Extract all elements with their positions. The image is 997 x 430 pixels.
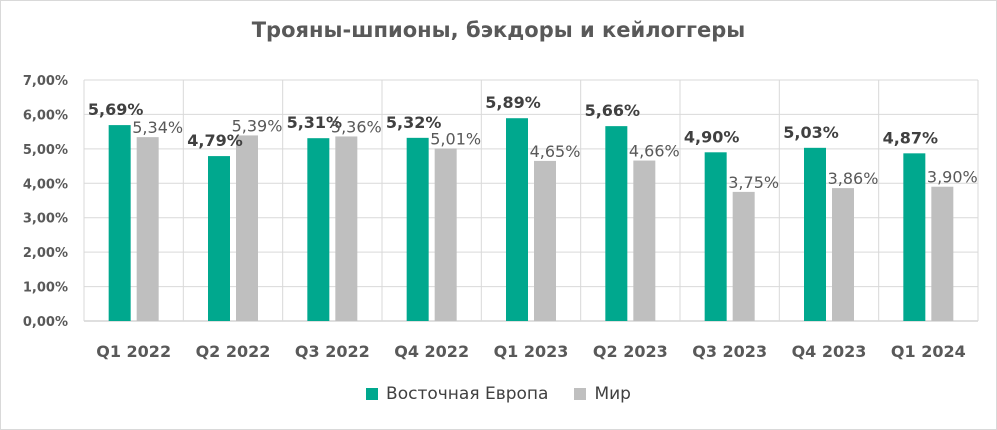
y-tick-label: 4,00% xyxy=(23,177,68,192)
data-label-eastern-europe: 4,90% xyxy=(684,127,740,146)
bar-world xyxy=(534,160,556,321)
data-label-world: 5,34% xyxy=(132,118,183,137)
data-label-eastern-europe: 5,03% xyxy=(783,123,839,142)
x-tick-label: Q4 2023 xyxy=(792,342,867,361)
bar-eastern-europe xyxy=(903,153,926,321)
y-tick-label: 1,00% xyxy=(23,281,68,296)
data-label-world: 3,86% xyxy=(828,169,879,188)
data-label-world: 3,90% xyxy=(927,168,978,187)
bar-world xyxy=(832,188,854,321)
data-label-world: 5,39% xyxy=(232,116,283,135)
bar-world xyxy=(931,186,954,321)
x-tick-label: Q2 2023 xyxy=(593,342,668,361)
data-label-world: 3,75% xyxy=(728,173,779,192)
legend-swatch-eastern-europe xyxy=(366,388,379,400)
y-tick-label: 3,00% xyxy=(23,212,68,227)
x-tick-label: Q2 2022 xyxy=(196,342,271,361)
x-tick-label: Q1 2022 xyxy=(96,342,171,361)
bar-eastern-europe xyxy=(406,137,429,321)
bar-world xyxy=(236,135,258,321)
data-label-world: 5,01% xyxy=(430,130,481,149)
bar-eastern-europe xyxy=(704,152,727,321)
legend-swatch-world xyxy=(574,388,587,400)
data-label-world: 4,66% xyxy=(629,142,680,161)
data-label-eastern-europe: 4,87% xyxy=(883,128,939,147)
bar-eastern-europe xyxy=(208,156,230,321)
data-label-eastern-europe: 5,31% xyxy=(287,113,343,132)
y-tick-label: 5,00% xyxy=(23,143,68,158)
y-tick-label: 7,00% xyxy=(23,74,68,89)
bar-eastern-europe xyxy=(108,125,131,321)
legend-item-eastern-europe: Восточная Европа xyxy=(366,384,548,404)
bar-world xyxy=(434,148,457,321)
x-tick-label: Q1 2024 xyxy=(891,342,966,361)
legend-item-world: Мир xyxy=(574,384,631,404)
data-label-eastern-europe: 5,69% xyxy=(88,100,144,119)
data-label-world: 4,65% xyxy=(530,142,581,161)
bar-world xyxy=(633,160,656,321)
y-tick-label: 6,00% xyxy=(23,108,68,123)
bar-eastern-europe xyxy=(605,126,628,322)
bar-world xyxy=(136,137,159,321)
legend-label-world: Мир xyxy=(594,384,631,404)
x-tick-label: Q1 2023 xyxy=(494,342,569,361)
data-label-eastern-europe: 4,79% xyxy=(187,131,243,150)
data-label-eastern-europe: 5,66% xyxy=(585,101,641,120)
chart-title: Трояны-шпионы, бэкдоры и кейлоггеры xyxy=(251,18,746,42)
y-tick-label: 0,00% xyxy=(23,315,68,330)
bar-eastern-europe xyxy=(804,147,826,321)
x-tick-label: Q3 2023 xyxy=(692,342,767,361)
data-label-world: 5,36% xyxy=(331,117,382,136)
bar-eastern-europe xyxy=(506,118,528,321)
legend-label-eastern-europe: Восточная Европа xyxy=(386,384,549,404)
bar-chart: 0,00% 1,00% 2,00% 3,00% 4,00% 5,00% 6,00% 7,00%… xyxy=(23,74,979,361)
data-label-eastern-europe: 5,32% xyxy=(386,113,442,132)
y-tick-label: 2,00% xyxy=(23,246,68,261)
x-tick-label: Q3 2022 xyxy=(295,342,370,361)
x-tick-label: Q4 2022 xyxy=(394,342,469,361)
bar-world xyxy=(335,136,358,321)
bar-eastern-europe xyxy=(307,138,330,321)
data-label-eastern-europe: 5,89% xyxy=(485,93,541,112)
legend: Восточная Европа Мир xyxy=(0,384,997,404)
bar-world xyxy=(732,191,755,321)
